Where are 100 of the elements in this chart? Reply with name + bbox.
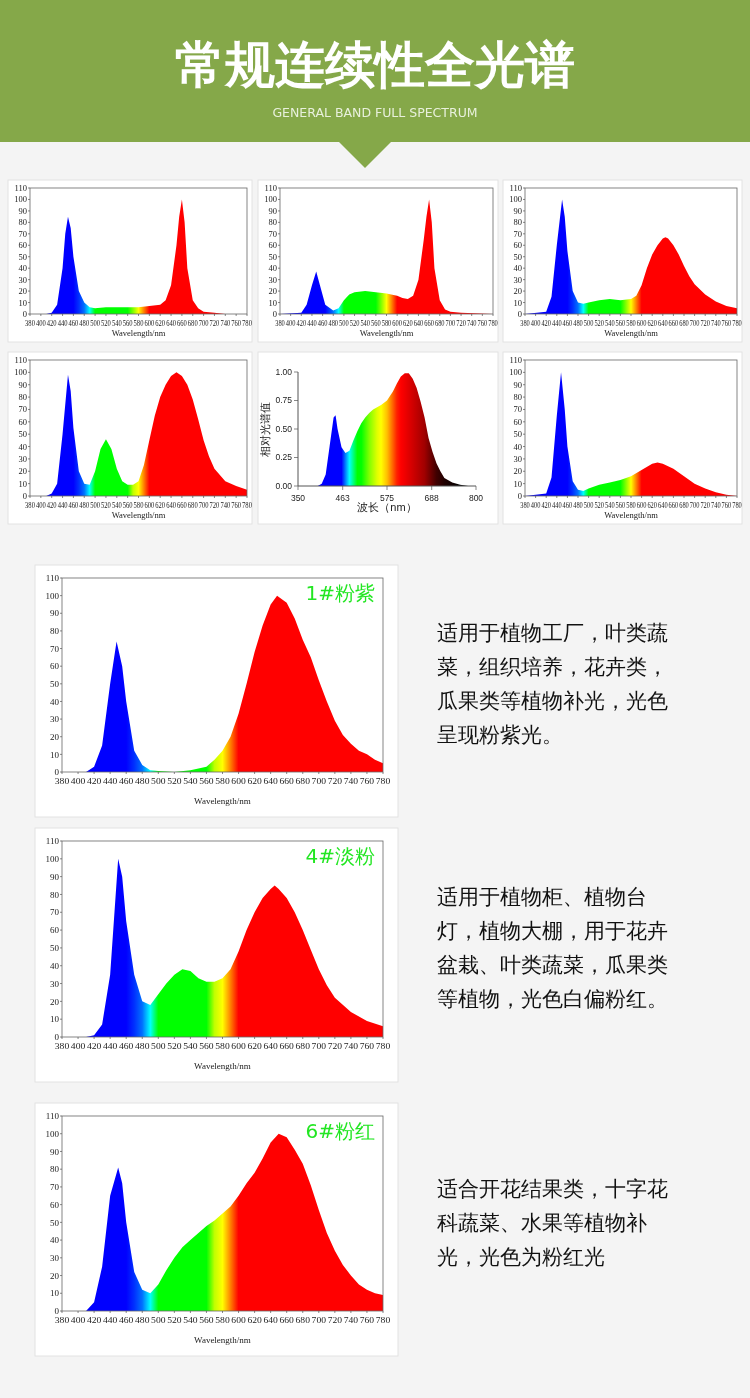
y-tick-label: 10: [268, 297, 277, 308]
text: 适合开花结果类，十字花科蔬菜、水果等植物补光，光色为粉红光: [437, 1176, 668, 1269]
y-tick-label: 110: [45, 1111, 60, 1122]
x-tick-label: 620: [247, 1315, 263, 1325]
y-tick-label: 20: [18, 466, 27, 477]
y-tick-label: 50: [18, 429, 27, 440]
y-tick-label: 30: [18, 274, 27, 285]
x-tick-label: 460: [119, 1315, 134, 1325]
x-tick-label: 640: [263, 1315, 279, 1325]
y-tick-label: 30: [513, 453, 522, 464]
y-tick-label: 40: [268, 263, 277, 274]
x-axis-title: Wavelength/nm: [111, 328, 166, 338]
x-tick-label: 420: [86, 1041, 102, 1051]
y-tick-label: 80: [50, 889, 60, 900]
y-axis-title: 相对光谱值: [259, 401, 272, 457]
x-tick-label: 740: [343, 776, 359, 786]
x-tick-label: 780: [375, 1315, 391, 1325]
x-tick-label: 440: [102, 1041, 118, 1051]
y-tick-label: 60: [268, 240, 277, 251]
annotation: 6#粉红: [305, 1119, 375, 1143]
y-tick-label: 80: [268, 217, 277, 228]
y-tick-label: 50: [513, 429, 522, 440]
y-tick-label: 50: [513, 251, 522, 262]
x-tick-label: 780: [732, 499, 745, 510]
y-tick-label: 40: [18, 263, 27, 274]
x-tick-label: 720: [327, 1315, 343, 1325]
y-tick-label: 50: [50, 678, 60, 689]
x-tick-label: 780: [242, 499, 255, 510]
x-tick-label: 660: [279, 1315, 295, 1325]
x-tick-label: 760: [359, 1041, 375, 1051]
y-tick-label: 10: [18, 297, 27, 308]
x-tick-label: 460: [119, 1041, 134, 1051]
y-tick-label: 30: [513, 274, 522, 285]
x-tick-label: 560: [199, 776, 215, 786]
x-tick-label: 350: [290, 492, 306, 503]
y-tick-label: 30: [50, 1252, 60, 1263]
y-tick-label: 60: [50, 925, 60, 936]
x-tick-label: 580: [215, 776, 231, 786]
y-tick-label: 80: [18, 392, 27, 403]
y-tick-label: 90: [50, 608, 60, 619]
x-tick-label: 520: [167, 1041, 183, 1051]
text: 适用于植物柜、植物台灯，植物大棚，用于花卉盆栽、叶类蔬菜，瓜果类等植物，光色白偏粉红。: [437, 885, 668, 1011]
y-tick-label: 80: [50, 1164, 60, 1175]
x-tick-label: 640: [263, 1041, 279, 1051]
y-tick-label: 100: [45, 590, 60, 601]
y-tick-label: 110: [509, 182, 522, 193]
y-tick-label: 30: [18, 453, 27, 464]
annotation: 4#淡粉: [305, 844, 375, 868]
y-tick-label: 70: [18, 228, 27, 239]
y-tick-label: 100: [509, 367, 522, 378]
y-tick-label: 20: [50, 1270, 60, 1281]
x-axis-title: Wavelength/nm: [604, 328, 659, 338]
y-tick-label: 90: [18, 379, 27, 390]
x-axis-title: 波长（nm）: [357, 501, 417, 513]
y-tick-label: 0: [54, 767, 60, 778]
x-tick-label: 740: [343, 1315, 359, 1325]
y-tick-label: 110: [14, 354, 27, 365]
x-axis-title: Wavelength/nm: [194, 796, 251, 806]
x-tick-label: 540: [183, 1041, 199, 1051]
y-tick-label: 80: [18, 217, 27, 228]
x-axis-title: Wavelength/nm: [194, 1061, 251, 1071]
x-tick-label: 640: [263, 776, 279, 786]
x-tick-label: 780: [488, 317, 501, 328]
y-tick-label: 0.75: [275, 395, 293, 406]
y-tick-label: 40: [513, 441, 522, 452]
x-tick-label: 760: [359, 1315, 375, 1325]
y-tick-label: 1.00: [275, 366, 293, 377]
y-tick-label: 60: [18, 416, 27, 427]
x-tick-label: 620: [247, 776, 263, 786]
y-tick-label: 40: [513, 263, 522, 274]
y-tick-label: 110: [264, 182, 277, 193]
y-tick-label: 80: [513, 217, 522, 228]
x-axis-title: Wavelength/nm: [194, 1335, 251, 1345]
y-tick-label: 10: [50, 1288, 60, 1299]
y-tick-label: 0: [54, 1306, 60, 1317]
x-tick-label: 680: [295, 1315, 311, 1325]
x-tick-label: 463: [335, 492, 351, 503]
x-tick-label: 480: [135, 1315, 150, 1325]
x-tick-label: 780: [375, 776, 391, 786]
x-tick-label: 800: [468, 492, 484, 503]
y-tick-label: 10: [50, 749, 60, 760]
x-tick-label: 780: [375, 1041, 391, 1051]
y-tick-label: 60: [50, 1199, 60, 1210]
y-tick-label: 40: [50, 960, 60, 971]
y-tick-label: 100: [14, 194, 27, 205]
y-tick-label: 110: [45, 836, 60, 847]
y-tick-label: 70: [50, 907, 60, 918]
x-tick-label: 400: [70, 776, 86, 786]
x-tick-label: 380: [54, 776, 70, 786]
y-tick-label: 60: [18, 240, 27, 251]
x-tick-label: 500: [151, 1315, 167, 1325]
x-tick-label: 520: [167, 1315, 183, 1325]
y-tick-label: 20: [513, 466, 522, 477]
y-tick-label: 0: [517, 308, 522, 319]
x-tick-label: 680: [295, 776, 311, 786]
x-tick-label: 520: [167, 776, 183, 786]
y-tick-label: 10: [513, 478, 522, 489]
y-tick-label: 30: [268, 274, 277, 285]
y-tick-label: 0: [22, 490, 27, 501]
y-tick-label: 70: [513, 228, 522, 239]
